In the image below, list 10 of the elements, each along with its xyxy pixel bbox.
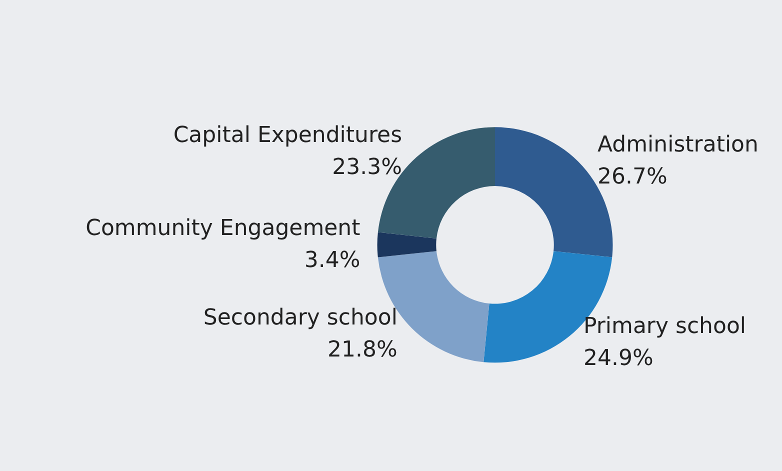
data-label: 23.3%	[332, 154, 402, 180]
slice-label: Capital Expenditures	[173, 122, 402, 148]
slice-label: Community Engagement	[86, 216, 361, 242]
data-label: 24.9%	[583, 346, 654, 371]
data-label: 3.4%	[304, 248, 360, 274]
slice-label: Primary school	[583, 314, 746, 339]
slice-label: Administration	[597, 132, 758, 158]
slice-label: Secondary school	[203, 306, 398, 331]
data-label: 26.7%	[597, 164, 668, 190]
data-label: 21.8%	[328, 338, 398, 363]
